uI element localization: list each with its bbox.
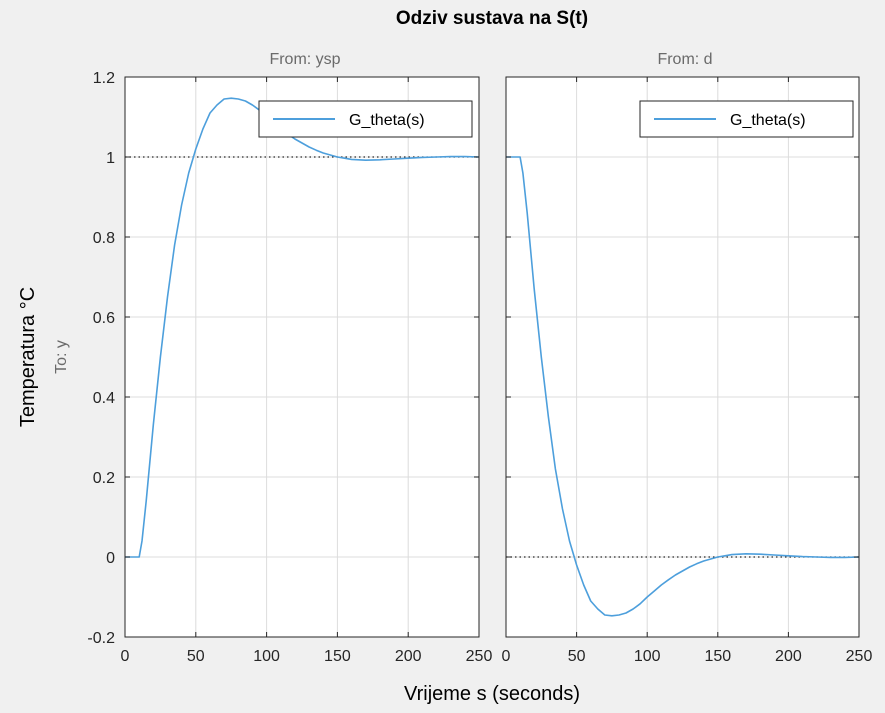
y-tick-label: -0.2 [87,630,115,647]
chart-title: Odziv sustava na S(t) [396,8,588,29]
plot-area: 0 50 100 150 200 250 1.2 1 0.8 0.6 0.4 0.2 0 -0.2 [87,70,492,665]
x-tick-label: 50 [568,648,586,665]
panel-from-ysp: From: ysp 0 50 100 150 200 250 1.2 1 0.8 0.6 0.4 0.… [87,51,492,665]
y-axis-label: Temperatura °C [17,287,39,427]
y-tick-label: 0.6 [93,310,115,327]
x-tick-label: 250 [846,648,873,665]
x-tick-label: 150 [704,648,731,665]
y-tick-label: 1.2 [93,70,115,87]
x-tick-label: 100 [634,648,661,665]
legend-entry: G_theta(s) [730,112,806,129]
output-label: To: y [53,340,70,374]
legend-entry: G_theta(s) [349,112,425,129]
y-tick-label: 0 [106,550,115,567]
y-tick-label: 0.2 [93,470,115,487]
x-tick-label: 200 [775,648,802,665]
y-tick-label: 0.8 [93,230,115,247]
x-tick-label: 100 [253,648,280,665]
x-tick-label: 50 [187,648,205,665]
legend: G_theta(s) [639,100,854,138]
x-axis-label: Vrijeme s (seconds) [404,683,580,705]
axes-background [506,77,859,637]
legend: G_theta(s) [258,100,473,138]
plot-area: 0 50 100 150 200 250 [502,76,873,665]
axes-frame [124,76,480,638]
x-tick-label: 200 [395,648,422,665]
y-tick-label: 1 [106,150,115,167]
y-tick-label: 0.4 [93,390,115,407]
panel-subtitle: From: d [657,51,712,68]
x-tick-label: 250 [466,648,493,665]
x-tick-label: 0 [502,648,511,665]
panel-subtitle: From: ysp [269,51,340,68]
panel-from-d: From: d 0 50 100 150 200 250 G_theta(s) [502,51,873,665]
x-tick-label: 150 [324,648,351,665]
series-line-g-theta [506,156,860,617]
axes-background [125,77,479,637]
axes-frame [505,76,860,638]
x-tick-label: 0 [121,648,130,665]
